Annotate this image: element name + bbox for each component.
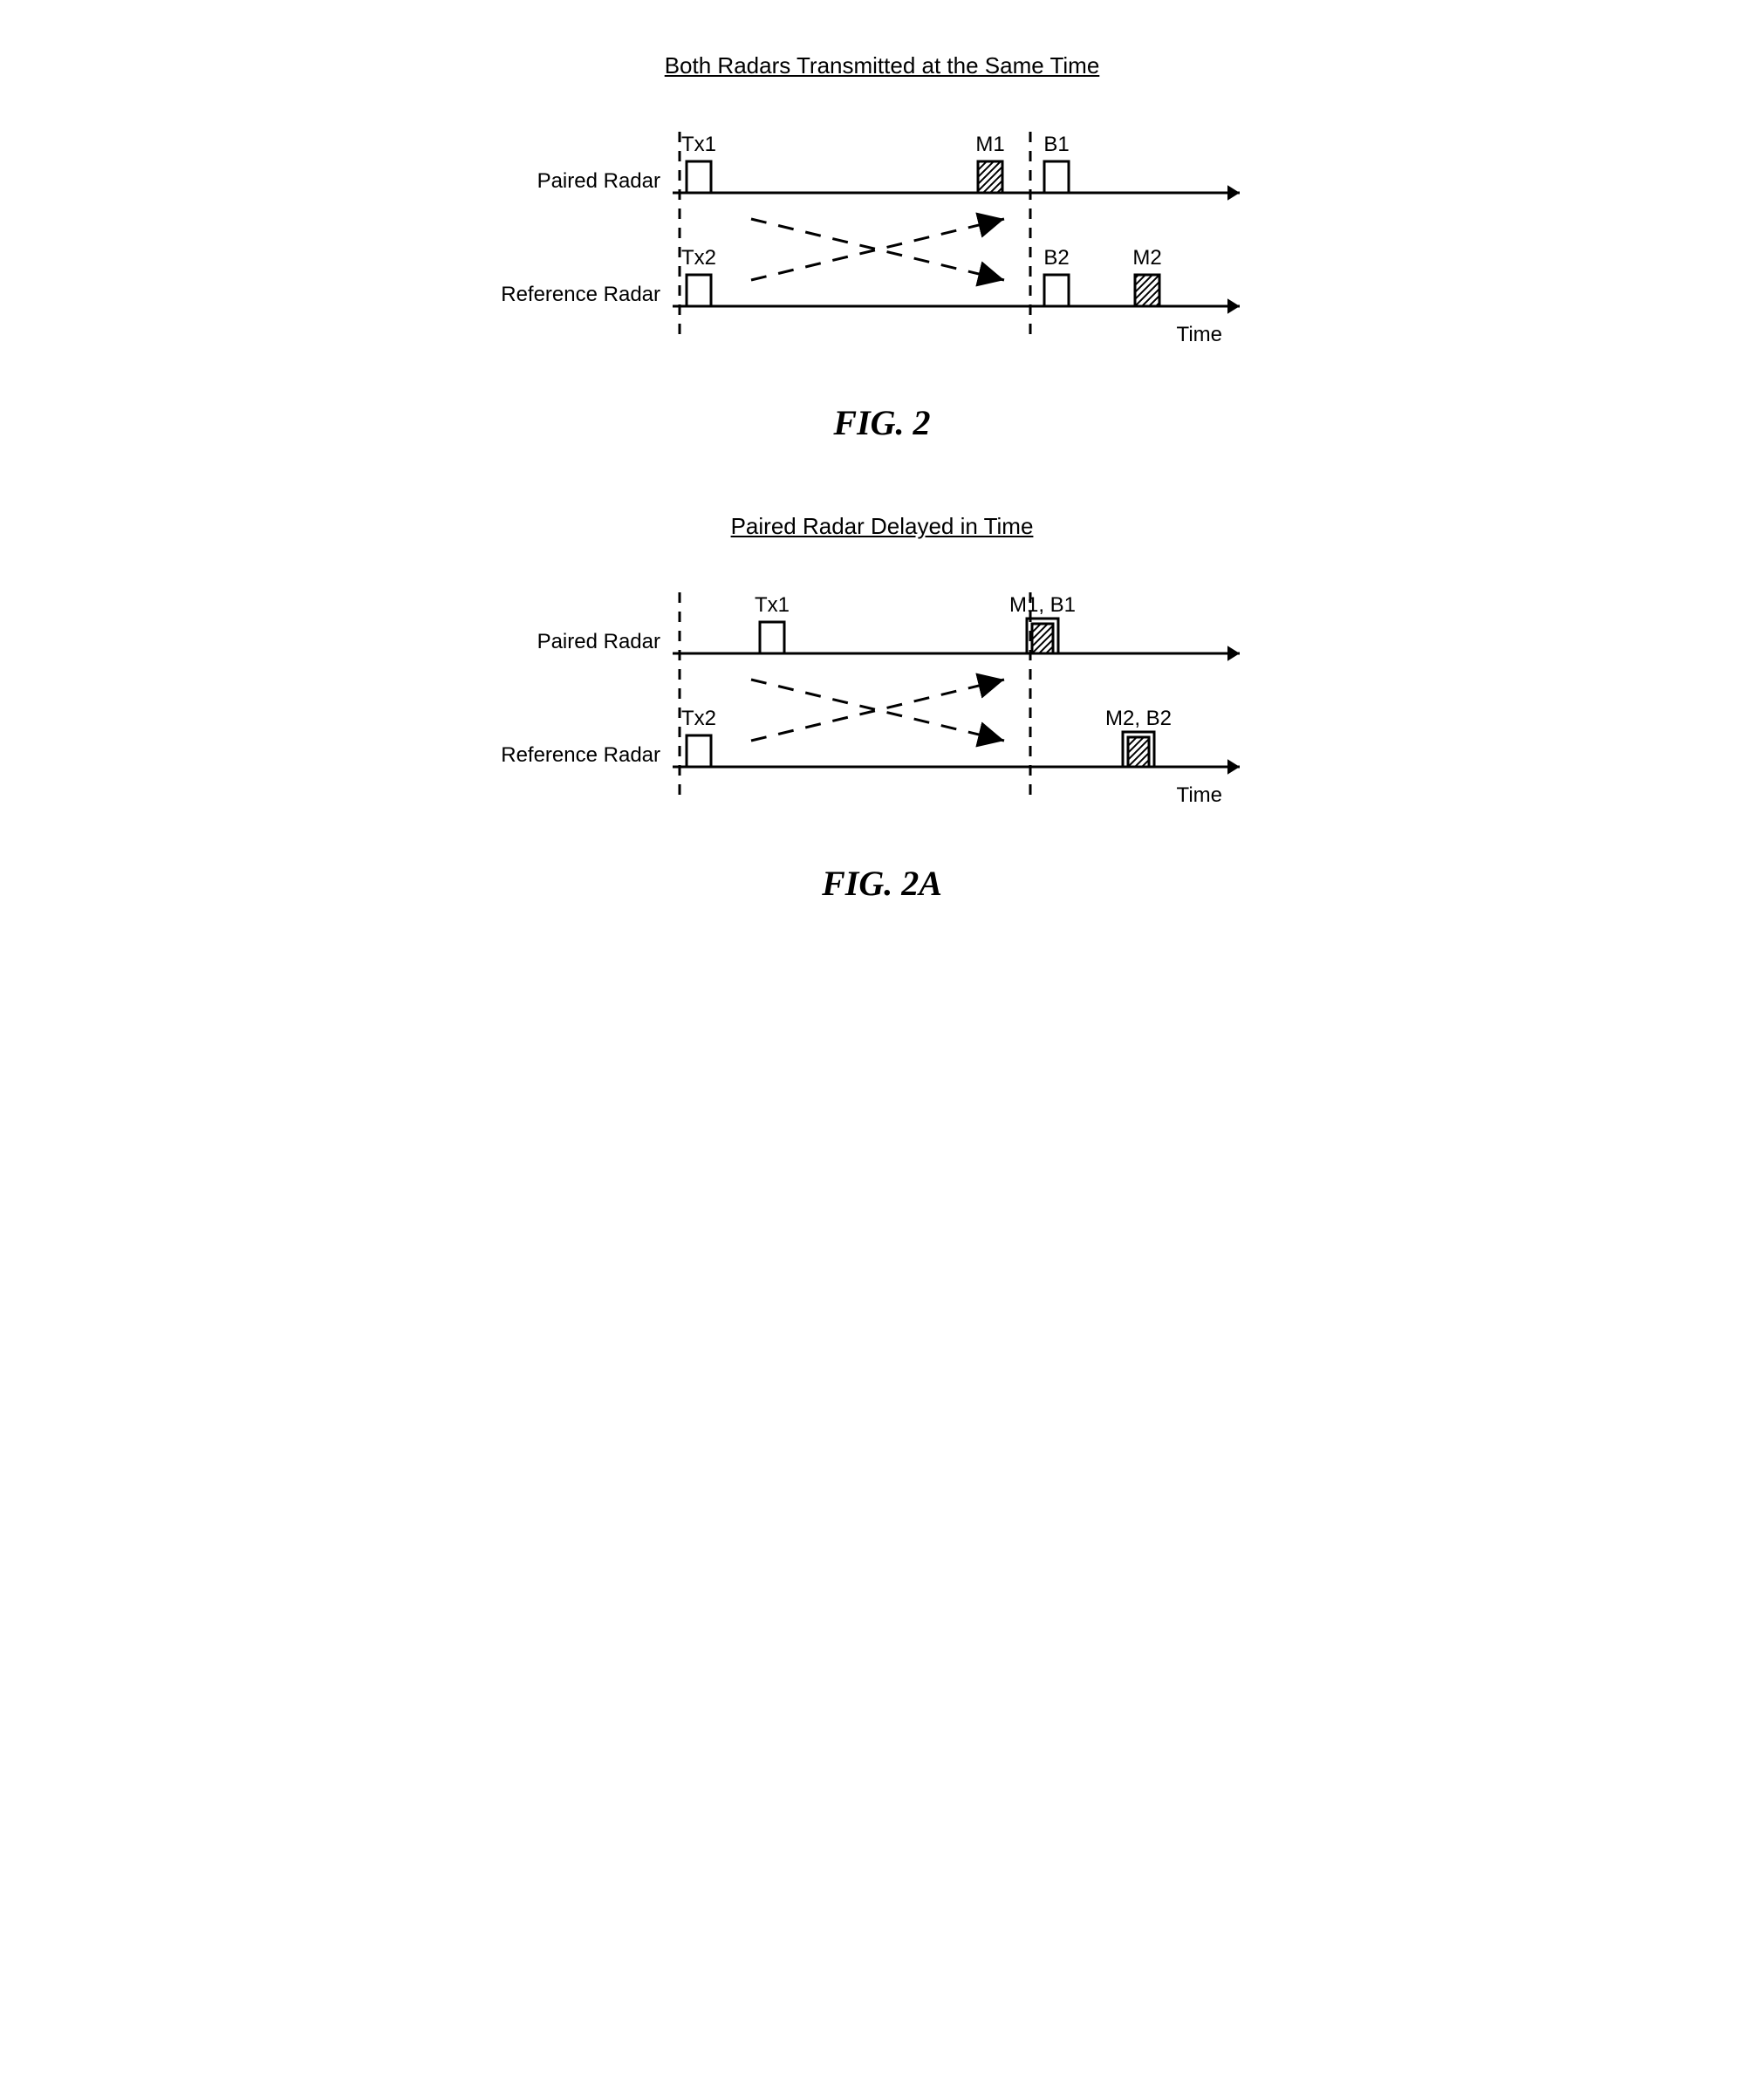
figure-2a: Paired Radar Delayed in Time Paired Rada… [489, 513, 1275, 904]
svg-text:Tx2: Tx2 [681, 246, 716, 270]
svg-text:B1: B1 [1043, 133, 1069, 156]
svg-text:M1: M1 [975, 133, 1004, 156]
figure-2a-svg: Paired Radar Reference Radar Tx1 M1, B1 Tx2 M… [489, 575, 1275, 854]
svg-text:Tx1: Tx1 [681, 133, 716, 156]
figure-2a-caption: FIG. 2A [489, 863, 1275, 904]
figure-2: Both Radars Transmitted at the Same Time… [489, 52, 1275, 443]
svg-text:Reference Radar: Reference Radar [501, 743, 660, 767]
svg-text:Tx2: Tx2 [681, 707, 716, 730]
figure-2-svg: Paired Radar Reference Radar Tx1 M1 B1 Tx2 B2 M… [489, 114, 1275, 393]
figure-2-caption: FIG. 2 [489, 402, 1275, 443]
svg-text:Paired Radar: Paired Radar [537, 630, 660, 653]
svg-text:M2, B2: M2, B2 [1105, 707, 1172, 730]
svg-text:Reference Radar: Reference Radar [501, 283, 660, 306]
svg-text:Paired Radar: Paired Radar [537, 169, 660, 193]
svg-text:Time: Time [1177, 783, 1222, 807]
figure-2a-title: Paired Radar Delayed in Time [489, 513, 1275, 540]
svg-text:M1, B1: M1, B1 [1009, 593, 1076, 617]
svg-text:B2: B2 [1043, 246, 1069, 270]
svg-text:M2: M2 [1132, 246, 1161, 270]
svg-text:Tx1: Tx1 [755, 593, 790, 617]
figure-2-title: Both Radars Transmitted at the Same Time [489, 52, 1275, 79]
svg-text:Time: Time [1177, 323, 1222, 346]
